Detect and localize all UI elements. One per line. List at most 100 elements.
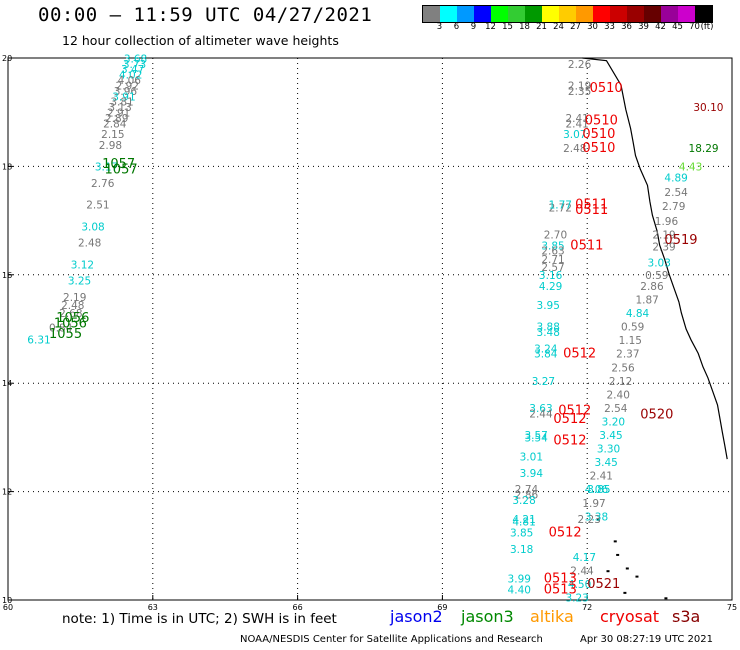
swh-value-label: 2.15 <box>101 129 124 141</box>
legend-swatch <box>457 6 474 22</box>
swh-value-label: 2.51 <box>86 200 109 212</box>
swh-value-label: 2.54 <box>664 187 688 199</box>
pass-time-label: 0511 <box>575 198 608 213</box>
color-scale-labels: 3 6 9 12 15 18 21 24 27 30 33 36 39 42 45 70 (ft) <box>422 22 728 34</box>
swh-value-label: 2.48 <box>78 238 101 250</box>
legend-swatch <box>559 6 576 22</box>
swh-value-label: 3.73 <box>123 59 146 71</box>
swh-value-label: 3.85 <box>587 484 610 496</box>
legend-tick-label: 21 <box>536 22 547 32</box>
swh-value-label: 4.89 <box>664 173 687 185</box>
page-title: 00:00 – 11:59 UTC 04/27/2021 <box>38 4 373 26</box>
swh-value-label: 2.35 <box>568 86 591 98</box>
swh-value-label: 2.44 <box>529 408 553 420</box>
swh-value-label: 3.91 <box>112 91 135 103</box>
sat-jason3-label: jason3 <box>461 607 514 626</box>
pass-time-label: 0511 <box>575 203 608 218</box>
swh-value-label: 2.76 <box>91 178 115 190</box>
swh-value-label: 3.03 <box>648 258 671 270</box>
swh-value-label: 3.96 <box>114 86 138 98</box>
x-tick-label: 75 <box>727 603 737 612</box>
swh-value-label: 2.41 <box>590 471 613 483</box>
swh-value-label: 4.02 <box>119 70 142 82</box>
legend-swatch <box>525 6 542 22</box>
x-tick-label: 66 <box>293 603 303 612</box>
legend-swatch <box>542 6 559 22</box>
swh-value-label: 3.38 <box>585 511 608 523</box>
swh-value-label: 3.68 <box>124 53 147 65</box>
swh-value-label: 3.20 <box>602 416 625 428</box>
swh-value-label: 2.48 <box>563 143 586 155</box>
pass-time-label: 0521 <box>587 577 620 592</box>
legend-swatch <box>508 6 525 22</box>
y-tick-label: 20 <box>2 54 12 63</box>
swh-value-label: 1.15 <box>619 335 642 347</box>
pass-time-label: 0520 <box>640 407 673 422</box>
swh-value-label: 3.18 <box>510 544 533 556</box>
pass-time-label: 0511 <box>570 238 603 253</box>
swh-value-label: 4.17 <box>573 552 596 564</box>
swh-value-label: 3.30 <box>597 444 620 456</box>
swh-value-label: 3.54 <box>524 433 548 445</box>
swh-value-label: 2.19 <box>568 80 591 92</box>
swh-value-label: 3.08 <box>81 221 104 233</box>
island-marker <box>664 597 668 600</box>
legend-swatch <box>678 6 695 22</box>
island-marker <box>606 570 610 573</box>
color-scale-legend <box>422 5 713 23</box>
legend-swatch <box>440 6 457 22</box>
swh-value-label: 2.23 <box>578 514 601 526</box>
swh-value-label: 2.86 <box>640 281 664 293</box>
pass-time-label: 0512 <box>553 433 586 448</box>
island-marker <box>613 540 617 543</box>
pass-time-label: 0510 <box>582 127 615 142</box>
legend-tick-label: 45 <box>672 22 683 32</box>
legend-swatch <box>661 6 678 22</box>
swh-value-label: 3.45 <box>599 430 622 442</box>
legend-swatch <box>695 6 712 22</box>
swh-value-label: 2.71 <box>541 254 564 266</box>
legend-tick-label: 33 <box>604 22 615 32</box>
legend-swatch <box>644 6 661 22</box>
swh-value-label: 2.89 <box>105 113 128 125</box>
legend-tick-label: 39 <box>638 22 649 32</box>
pass-time-label: 0512 <box>563 347 596 362</box>
swh-value-label: 2.84 <box>103 118 127 130</box>
swh-value-label: 2.37 <box>616 349 639 361</box>
swh-value-label: 0.84 <box>49 323 73 335</box>
swh-value-label: 3.95 <box>537 300 560 312</box>
pass-time-label: 0510 <box>590 81 623 96</box>
swh-value-label: 2.39 <box>652 241 675 253</box>
pass-time-label: 1056 <box>56 311 89 326</box>
swh-value-label: 3.63 <box>529 403 552 415</box>
sat-s3a-label: s3a <box>672 607 701 626</box>
swh-value-label: 2.79 <box>662 201 685 213</box>
island-marker <box>616 553 620 556</box>
swh-value-label: 2.70 <box>544 229 567 241</box>
pass-time-label: 0510 <box>585 114 618 129</box>
swh-value-label: 1.87 <box>635 295 658 307</box>
x-tick-label: 72 <box>582 603 592 612</box>
swh-value-label: 6.31 <box>27 335 50 347</box>
legend-swatch <box>627 6 644 22</box>
y-tick-label: 12 <box>2 488 12 497</box>
swh-value-label: 4.06 <box>585 484 609 496</box>
legend-tick-label: 15 <box>502 22 513 32</box>
swh-value-label: 2.86 <box>515 490 539 502</box>
swh-value-label: 2.44 <box>570 566 594 578</box>
page-subtitle: 12 hour collection of altimeter wave hei… <box>62 33 339 48</box>
swh-value-label: 3.81 <box>110 97 133 109</box>
swh-value-label: 2.40 <box>607 389 630 401</box>
swh-value-label: 4.81 <box>512 517 535 529</box>
swh-value-label: 4.40 <box>508 584 531 596</box>
pass-time-label: 1057 <box>105 162 138 177</box>
swh-value-label: 3.99 <box>508 574 531 586</box>
swh-value-label: 2.54 <box>604 403 628 415</box>
swh-value-label: 4.06 <box>118 75 142 87</box>
pass-time-label: 0510 <box>582 141 615 156</box>
swh-value-label: 3.01 <box>520 452 543 464</box>
swh-value-label: 2.19 <box>63 292 86 304</box>
swh-value-label: 3.85 <box>541 240 564 252</box>
swh-value-label: 1.97 <box>582 498 605 510</box>
